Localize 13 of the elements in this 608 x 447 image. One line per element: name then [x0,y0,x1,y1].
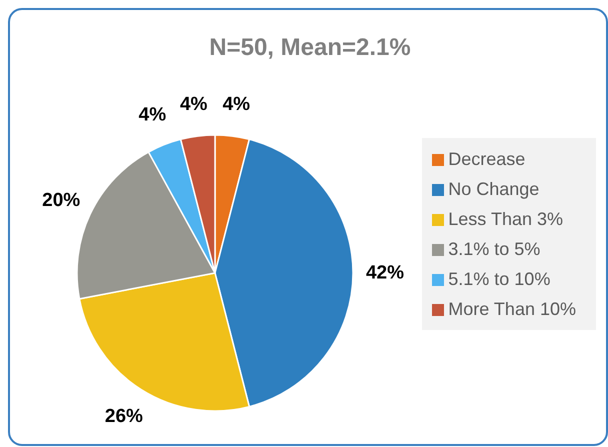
chart-title: N=50, Mean=2.1% [208,34,412,62]
legend-label: Less Than 3% [448,209,563,229]
legend-label: 5.1% to 10% [448,269,550,289]
data-label: 20% [42,190,80,212]
data-label: 4% [222,94,250,115]
legend-label: No Change [448,179,540,199]
data-label: 26% [104,406,144,428]
legend-label: More Than 10% [448,299,576,319]
data-label: 42% [366,262,404,284]
data-label: 4% [180,94,208,115]
legend-label: 3.1% to 5% [448,239,540,259]
legend-label: Decrease [448,149,526,169]
data-label: 4% [138,104,166,126]
